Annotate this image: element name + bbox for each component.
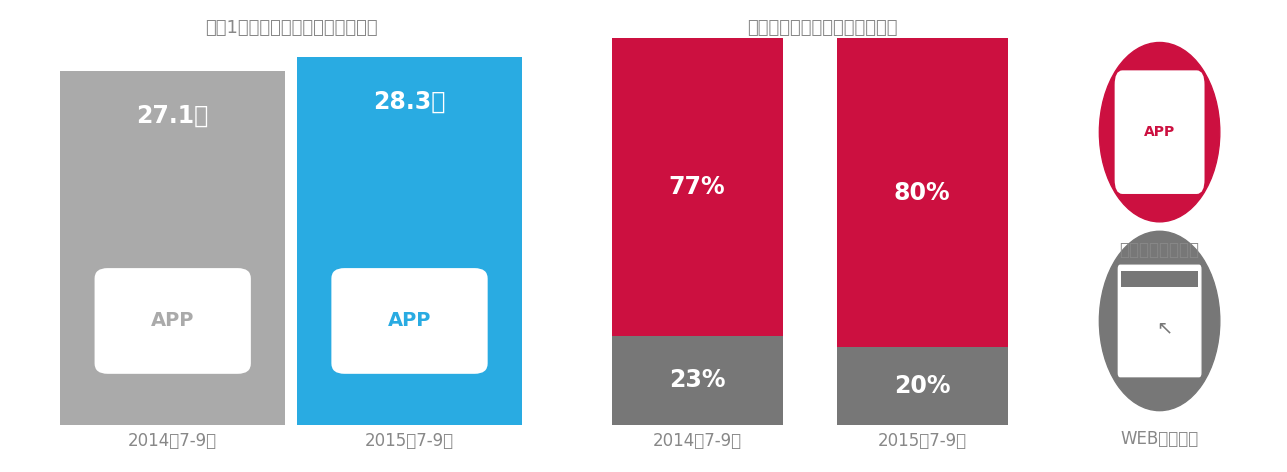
Text: 23%: 23% (669, 368, 726, 392)
Text: APP: APP (1144, 125, 1175, 139)
FancyBboxPatch shape (86, 261, 260, 381)
Text: 2015年7-9月: 2015年7-9月 (366, 432, 454, 450)
Bar (1121, 271, 1198, 287)
Text: WEBブラウザ: WEBブラウザ (1121, 430, 1198, 447)
Bar (837, 347, 1008, 425)
FancyBboxPatch shape (323, 261, 497, 381)
Text: スマートフォン利用時間シェア: スマートフォン利用時間シェア (746, 19, 897, 37)
Bar (611, 336, 782, 425)
FancyBboxPatch shape (1116, 72, 1203, 193)
Text: 77%: 77% (669, 175, 726, 199)
Text: APP: APP (151, 312, 194, 330)
Ellipse shape (1099, 42, 1220, 222)
Text: ↖: ↖ (1156, 319, 1172, 337)
Text: 20%: 20% (894, 374, 950, 398)
Text: APP: APP (387, 312, 431, 330)
FancyBboxPatch shape (1118, 265, 1201, 377)
Bar (611, 38, 782, 336)
Bar (60, 71, 286, 425)
Text: 2015年7-9月: 2015年7-9月 (878, 432, 967, 450)
Text: 2014年7-9月: 2014年7-9月 (129, 432, 218, 450)
Ellipse shape (1099, 231, 1220, 411)
Text: 28.3個: 28.3個 (373, 90, 445, 114)
FancyBboxPatch shape (331, 268, 488, 374)
Text: 月に1回以上利用するアプリの個数: 月に1回以上利用するアプリの個数 (205, 19, 377, 37)
Text: 2014年7-9月: 2014年7-9月 (653, 432, 741, 450)
FancyBboxPatch shape (94, 268, 251, 374)
Text: 27.1個: 27.1個 (136, 104, 208, 128)
Text: アプリケーション: アプリケーション (1120, 241, 1199, 259)
Text: 80%: 80% (894, 181, 950, 204)
Bar (297, 57, 523, 425)
Bar (837, 38, 1008, 347)
